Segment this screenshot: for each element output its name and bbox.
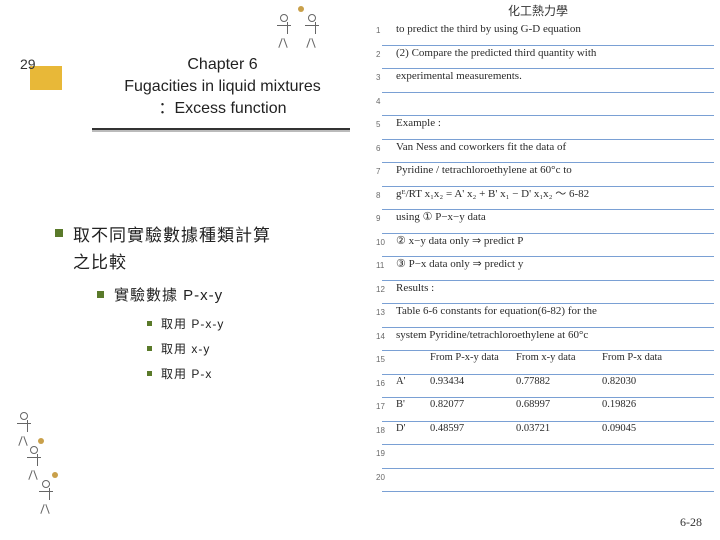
note-line: 14system Pyridine/tetrachloroethylene at… bbox=[382, 328, 714, 352]
slide-left-column: 29 Chapter 6 Fugacities in liquid mixtur… bbox=[0, 0, 370, 540]
bullet-square-icon bbox=[147, 321, 152, 326]
results-table-row: B'0.820770.689970.19826 bbox=[396, 399, 712, 411]
bullet-l3-text: 取用 P-x bbox=[161, 365, 212, 382]
bullet-level3: 取用 P-x-y bbox=[147, 315, 355, 332]
bullet-l1-text-b: 之比較 bbox=[73, 249, 271, 276]
bullet-square-icon bbox=[97, 291, 104, 298]
title-underline bbox=[92, 128, 350, 130]
note-line: 6Van Ness and coworkers fit the data of bbox=[382, 140, 714, 164]
bullet-level1: 取不同實驗數據種類計算 之比較 bbox=[55, 222, 355, 276]
bullet-square-icon bbox=[55, 229, 63, 237]
note-line: 5Example : bbox=[382, 116, 714, 140]
bullet-list: 取不同實驗數據種類計算 之比較 實驗數據 P-x-y 取用 P-x-y 取用 x… bbox=[55, 222, 355, 390]
note-line: 20 bbox=[382, 469, 714, 493]
note-line: 19 bbox=[382, 445, 714, 469]
slide-title: Chapter 6 Fugacities in liquid mixtures … bbox=[95, 54, 350, 120]
results-table-row: D'0.485970.037210.09045 bbox=[396, 423, 712, 435]
chapter-label: Chapter 6 bbox=[95, 54, 350, 76]
note-line: 15 From P-x-y data From x-y data From P-… bbox=[382, 351, 714, 375]
bullet-level3: 取用 x-y bbox=[147, 340, 355, 357]
note-line: 16 A'0.934340.778820.82030 bbox=[382, 375, 714, 399]
note-line: 7Pyridine / tetrachloroethylene at 60°c … bbox=[382, 163, 714, 187]
bullet-l1-text-a: 取不同實驗數據種類計算 bbox=[73, 222, 271, 249]
bullet-level3-group: 取用 P-x-y 取用 x-y 取用 P-x bbox=[147, 315, 355, 382]
note-line: 3experimental measurements. bbox=[382, 69, 714, 93]
decorative-figures-bottom bbox=[12, 412, 92, 532]
note-line: 12Results : bbox=[382, 281, 714, 305]
note-line: 4 bbox=[382, 93, 714, 117]
note-line: 1to predict the third by using G-D equat… bbox=[382, 22, 714, 46]
note-line: 9using ① P−x−y data bbox=[382, 210, 714, 234]
results-table-head: From P-x-y data From x-y data From P-x d… bbox=[396, 352, 712, 364]
notes-page-number: 6-28 bbox=[680, 515, 702, 530]
note-line: 8gᴱ/RT x₁x₂ = A' x₂ + B' x₁ − D' x₁x₂ ～ … bbox=[382, 187, 714, 211]
notes-header: 化工熱力學 bbox=[508, 2, 568, 19]
slide-number: 29 bbox=[20, 56, 46, 78]
title-line-2: ：Excess function bbox=[95, 98, 350, 120]
note-line: 10 ② x−y data only ⇒ predict P bbox=[382, 234, 714, 258]
decorative-figures-top bbox=[272, 6, 332, 52]
note-line: 18 D'0.485970.037210.09045 bbox=[382, 422, 714, 446]
bullet-l3-text: 取用 P-x-y bbox=[161, 315, 224, 332]
bullet-square-icon bbox=[147, 371, 152, 376]
bullet-l2-text: 實驗數據 P-x-y bbox=[114, 284, 223, 305]
notes-body: 1to predict the third by using G-D equat… bbox=[382, 22, 714, 492]
note-line: 11 ③ P−x data only ⇒ predict y bbox=[382, 257, 714, 281]
bullet-level2: 實驗數據 P-x-y bbox=[97, 284, 355, 305]
bullet-level3: 取用 P-x bbox=[147, 365, 355, 382]
results-table-row: A'0.934340.778820.82030 bbox=[396, 376, 712, 388]
title-line-1: Fugacities in liquid mixtures bbox=[95, 76, 350, 98]
note-line: 13Table 6-6 constants for equation(6-82)… bbox=[382, 304, 714, 328]
bullet-l3-text: 取用 x-y bbox=[161, 340, 210, 357]
bullet-square-icon bbox=[147, 346, 152, 351]
handwritten-notes: 化工熱力學 1to predict the third by using G-D… bbox=[370, 0, 720, 540]
note-line: 17 B'0.820770.689970.19826 bbox=[382, 398, 714, 422]
note-line: 2(2) Compare the predicted third quantit… bbox=[382, 46, 714, 70]
